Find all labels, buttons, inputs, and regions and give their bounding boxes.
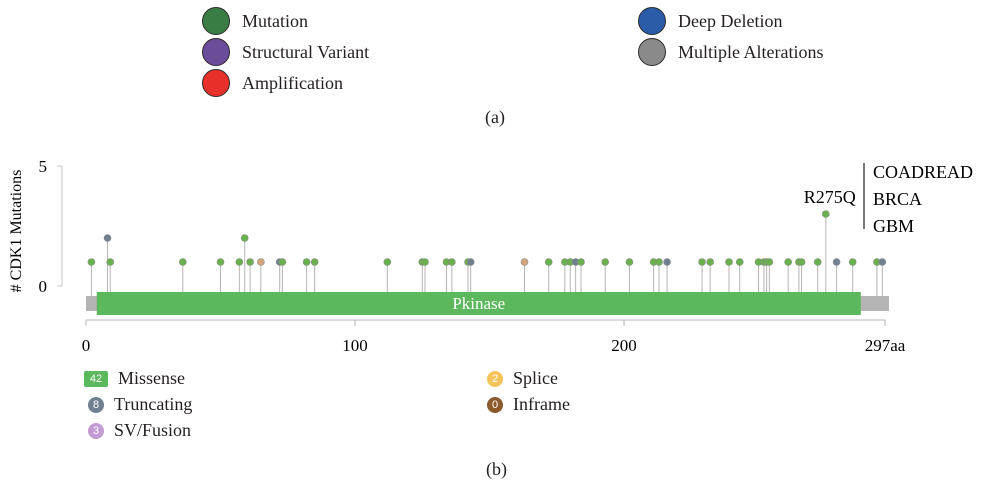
caption-a: (a) xyxy=(485,107,505,127)
legend-label: Truncating xyxy=(114,394,193,414)
mutation-head xyxy=(246,258,254,266)
cancer-type-label: GBM xyxy=(873,216,914,236)
legend-label: Structural Variant xyxy=(242,41,370,62)
legend-label: Missense xyxy=(118,368,185,388)
mutation-head xyxy=(655,258,663,266)
mutation-head xyxy=(784,258,792,266)
mutation-head xyxy=(878,258,887,266)
mutation-head xyxy=(383,258,392,266)
missense-count-badge: 42 xyxy=(84,370,108,387)
mutation-head xyxy=(822,210,830,218)
mutation-head xyxy=(448,258,456,266)
mutation-head xyxy=(520,258,529,266)
mutation-head xyxy=(240,234,249,242)
x-axis-ticks: 0 100 200 297aa xyxy=(82,320,906,355)
mutation-head xyxy=(544,258,553,266)
mutation-head xyxy=(735,258,744,266)
hotspot-label: R275Q xyxy=(804,187,856,207)
mutation-head xyxy=(216,258,225,266)
deep-deletion-swatch xyxy=(638,7,666,35)
legend-label: Amplification xyxy=(242,72,343,93)
y-tick-label: 5 xyxy=(39,157,48,176)
legend-item-amplification: Amplification xyxy=(202,69,343,97)
mutation-head xyxy=(466,258,475,266)
mutation-head xyxy=(765,258,774,266)
mutation-head xyxy=(625,258,634,266)
legend-label: Splice xyxy=(513,368,558,388)
sv-fusion-count-badge: 3 xyxy=(88,422,104,439)
multiple-alterations-swatch xyxy=(638,38,666,66)
structural-variant-swatch xyxy=(202,38,230,66)
mutation-head xyxy=(848,258,857,266)
x-tick-label: 200 xyxy=(611,336,637,355)
mutation-head xyxy=(813,258,822,266)
mutation-head xyxy=(278,258,287,266)
x-tick-label: 0 xyxy=(82,336,91,355)
mutation-head xyxy=(797,258,806,266)
y-tick-label: 0 xyxy=(39,277,48,296)
amplification-swatch xyxy=(202,69,230,97)
legend-label: SV/Fusion xyxy=(114,420,192,440)
mutation-head xyxy=(103,234,112,242)
mutation-swatch xyxy=(202,7,230,35)
cancer-type-label: BRCA xyxy=(873,189,922,209)
mutation-head xyxy=(106,258,115,266)
legend-item-structural-variant: Structural Variant xyxy=(202,38,369,66)
legend-item-missense: 42 Missense xyxy=(84,368,185,389)
legend-label: Multiple Alterations xyxy=(678,41,824,62)
mutation-head xyxy=(235,258,244,266)
truncating-count-badge: 8 xyxy=(88,396,104,413)
x-tick-label: 297aa xyxy=(865,336,906,355)
mutation-head xyxy=(601,258,610,266)
hotspot-annotation: R275Q COADREAD BRCA GBM xyxy=(804,162,973,236)
legend-item-sv-fusion: 3 SV/Fusion xyxy=(88,420,191,441)
inframe-count-badge: 0 xyxy=(487,396,503,413)
mutation-head xyxy=(179,258,187,266)
y-axis-ticks: 05 xyxy=(39,157,62,296)
legend-label: Mutation xyxy=(242,10,308,31)
legend-item-inframe: 0 Inframe xyxy=(487,394,570,415)
mutation-head xyxy=(421,258,429,266)
y-axis-label: # CDK1 Mutations xyxy=(8,170,25,293)
mutation-head xyxy=(725,258,733,266)
legend-item-multiple-alterations: Multiple Alterations xyxy=(638,38,824,66)
mutation-head xyxy=(302,258,311,266)
mutation-head xyxy=(87,258,96,266)
x-tick-label: 100 xyxy=(342,336,368,355)
splice-count-badge: 2 xyxy=(487,370,503,387)
legend-item-deep-deletion: Deep Deletion xyxy=(638,7,782,35)
legend-item-mutation: Mutation xyxy=(202,7,308,35)
mutation-head xyxy=(832,258,841,266)
domain-label: Pkinase xyxy=(452,294,505,313)
caption-b: (b) xyxy=(486,459,507,479)
mutation-heads xyxy=(87,210,887,266)
pkinase-domain xyxy=(96,292,861,315)
legend-label: Deep Deletion xyxy=(678,10,783,31)
mutation-head xyxy=(706,258,714,266)
mutation-head xyxy=(310,258,319,266)
legend-item-splice: 2 Splice xyxy=(487,368,558,389)
legend-label: Inframe xyxy=(513,394,570,414)
cancer-type-label: COADREAD xyxy=(873,162,973,182)
mutation-head xyxy=(577,258,585,266)
mutation-head xyxy=(257,258,265,266)
legend-item-truncating: 8 Truncating xyxy=(88,394,192,415)
mutation-stems xyxy=(90,214,883,296)
mutation-head xyxy=(663,258,671,266)
mutation-head xyxy=(698,258,706,266)
